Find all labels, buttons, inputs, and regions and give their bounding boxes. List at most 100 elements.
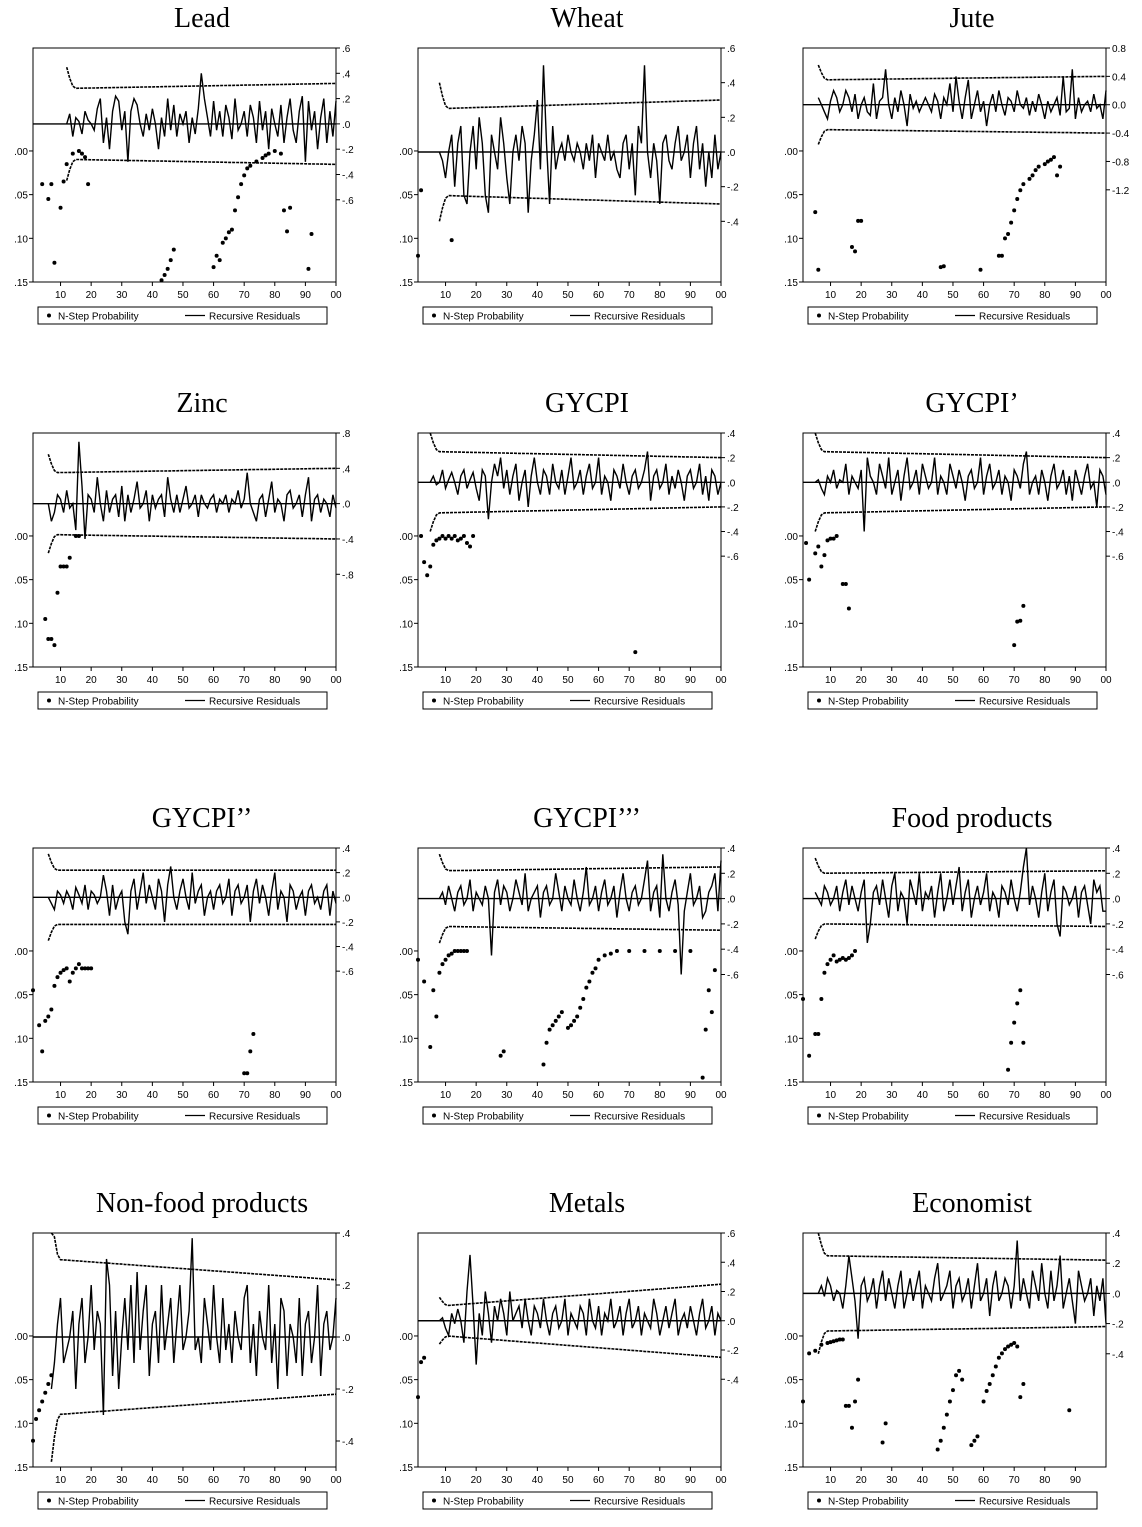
x-tick-label: 50 — [177, 675, 189, 686]
probability-point — [819, 564, 824, 569]
x-tick-label: 40 — [532, 290, 544, 301]
probability-point — [807, 577, 812, 582]
x-tick-label: 60 — [978, 290, 990, 301]
probability-point — [1015, 619, 1020, 624]
probability-point — [1015, 1344, 1020, 1349]
probability-point — [437, 970, 442, 975]
lower-band — [814, 506, 1107, 532]
probability-point — [996, 253, 1001, 258]
probability-point — [455, 538, 460, 543]
probability-point — [1009, 220, 1014, 225]
probability-point — [843, 957, 848, 962]
probability-point — [883, 1421, 888, 1426]
probability-point — [556, 1014, 561, 1019]
probability-point — [859, 218, 864, 223]
legend-residuals-label: Recursive Residuals — [209, 697, 300, 708]
probability-point — [801, 1399, 805, 1404]
probability-point — [1018, 618, 1023, 623]
x-tick-label: 60 — [208, 675, 220, 686]
right-tick-label: -.4 — [342, 943, 354, 954]
probability-point — [1021, 182, 1026, 187]
probability-point — [816, 267, 821, 272]
upper-band — [814, 432, 1106, 459]
left-tick-label: .15 — [784, 278, 798, 289]
chart-svg: GYCPI 10 20 30 40 50 60 70 80 90 00 .4 .2 .0 -.2 -.4 -.6… — [399, 388, 739, 710]
probability-point — [76, 148, 81, 153]
right-tick-label: 0.8 — [1112, 44, 1126, 55]
x-tick-label: 90 — [685, 675, 697, 686]
x-tick-label: 80 — [269, 1475, 281, 1486]
right-tick-label: .0 — [727, 1317, 736, 1328]
legend-residuals-label: Recursive Residuals — [979, 697, 1070, 708]
probability-point — [431, 542, 436, 547]
legend-dot-icon — [47, 1498, 51, 1503]
legend-dot-icon — [432, 1498, 436, 1503]
probability-point — [40, 1399, 45, 1404]
probability-point — [34, 1416, 39, 1421]
legend-residuals-label: Recursive Residuals — [209, 312, 300, 323]
x-tick-label: 80 — [1039, 1090, 1051, 1101]
probability-point — [999, 253, 1004, 258]
probability-point — [498, 1053, 503, 1058]
probability-point — [446, 533, 451, 538]
legend-box — [422, 691, 713, 710]
chart-panel: Non-food products 10 20 30 40 50 60 70 80 90 00 .4.… — [0, 1185, 372, 1527]
legend-dot-icon — [817, 1498, 821, 1503]
probability-point — [46, 637, 51, 642]
x-tick-label: 90 — [300, 675, 312, 686]
legend-dot-icon — [817, 698, 821, 703]
legend-dot-icon — [47, 698, 51, 703]
residual-line — [817, 69, 1107, 127]
probability-point — [260, 155, 265, 160]
probability-point — [816, 1031, 821, 1036]
probability-point — [226, 230, 231, 235]
right-tick-label: .8 — [342, 429, 351, 440]
probability-point — [843, 1403, 848, 1408]
right-tick-label: .6 — [342, 44, 351, 55]
left-tick-label: .05 — [399, 191, 413, 202]
probability-point — [843, 582, 848, 587]
x-tick-label: 00 — [1100, 675, 1112, 686]
chart-svg: Metals 10 20 30 40 50 60 70 80 90 00 .6 .4 .2 .0 -.2 -.4… — [399, 1188, 739, 1510]
right-tick-label: .4 — [727, 79, 736, 90]
x-tick-label: 70 — [239, 1475, 251, 1486]
probability-point — [440, 962, 445, 967]
x-tick-label: 90 — [685, 290, 697, 301]
x-tick-label: 70 — [624, 1475, 636, 1486]
probability-point — [1036, 164, 1041, 169]
probability-point — [941, 264, 946, 269]
legend-residuals-label: Recursive Residuals — [594, 697, 685, 708]
probability-point — [846, 1403, 851, 1408]
left-tick-label: .00 — [784, 532, 798, 543]
residual-line — [66, 73, 337, 162]
x-tick-label: 00 — [330, 1475, 342, 1486]
right-tick-label: -.8 — [342, 570, 354, 581]
probability-point — [239, 182, 244, 187]
x-tick-label: 20 — [86, 1475, 98, 1486]
probability-point — [547, 1027, 552, 1032]
lower-band — [438, 194, 722, 222]
lower-band — [47, 923, 336, 941]
probability-point — [242, 173, 247, 178]
x-tick-label: 70 — [239, 675, 251, 686]
left-tick-label: .10 — [784, 619, 798, 630]
probability-point — [593, 966, 598, 971]
lower-band — [438, 925, 721, 944]
right-tick-label: -.2 — [1112, 920, 1124, 931]
probability-point — [67, 555, 72, 560]
probability-point — [975, 1434, 980, 1439]
right-tick-label: .4 — [1112, 844, 1121, 855]
right-tick-label: -.4 — [727, 217, 739, 228]
right-tick-label: .6 — [727, 1229, 736, 1240]
probability-point — [272, 148, 277, 153]
probability-point — [1003, 1347, 1007, 1352]
probability-point — [816, 544, 821, 549]
left-tick-label: .15 — [399, 278, 413, 289]
probability-point — [608, 951, 613, 956]
right-tick-label: -1.2 — [1112, 186, 1130, 197]
left-tick-label: .05 — [784, 191, 798, 202]
chart-title: GYCPI’’ — [152, 803, 253, 834]
left-tick-label: .00 — [14, 947, 28, 958]
x-tick-label: 30 — [501, 675, 513, 686]
probability-point — [1033, 168, 1038, 173]
